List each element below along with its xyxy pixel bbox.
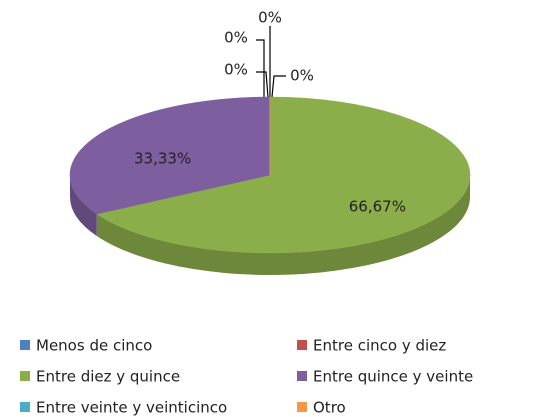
legend-label: Menos de cinco bbox=[36, 337, 152, 355]
legend-label: Entre veinte y veinticinco bbox=[36, 399, 227, 417]
legend-swatch bbox=[297, 402, 307, 412]
data-label: 0% bbox=[224, 29, 248, 47]
data-label: 66,67% bbox=[349, 198, 406, 216]
legend-swatch bbox=[297, 371, 307, 381]
legend-label: Entre quince y veinte bbox=[313, 368, 473, 386]
data-label: 0% bbox=[224, 61, 248, 79]
data-label: 0% bbox=[290, 67, 314, 85]
legend-label: Otro bbox=[313, 399, 346, 417]
leader-lines bbox=[256, 26, 286, 98]
leader-line bbox=[256, 39, 265, 97]
legend-label: Entre cinco y diez bbox=[313, 337, 446, 355]
slice-side bbox=[70, 175, 97, 236]
slice-side bbox=[96, 175, 470, 275]
legend-label: Entre diez y quince bbox=[36, 368, 180, 386]
legend-swatch bbox=[20, 340, 30, 350]
pie bbox=[69, 96, 471, 275]
legend-swatch bbox=[20, 371, 30, 381]
legend-swatch bbox=[297, 340, 307, 350]
leader-line bbox=[271, 75, 286, 98]
data-label: 33,33% bbox=[134, 149, 191, 167]
data-label: 0% bbox=[258, 9, 282, 27]
slice bbox=[69, 96, 271, 215]
slice bbox=[96, 96, 471, 254]
legend-swatch bbox=[20, 402, 30, 412]
leader-line bbox=[256, 71, 269, 98]
